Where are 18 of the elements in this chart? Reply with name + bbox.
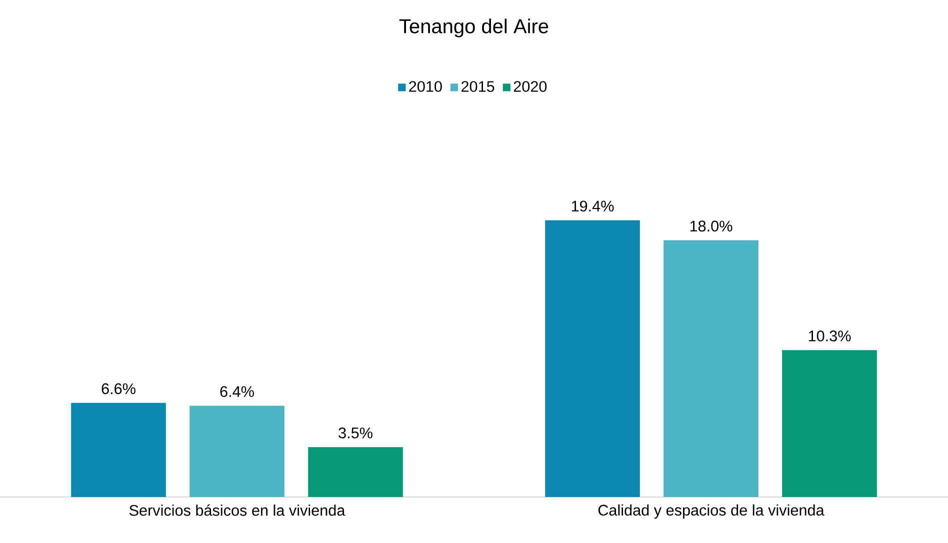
legend-label: 2010 (409, 81, 442, 92)
data-label: 6.4% (220, 386, 254, 397)
chart-title: Tenango del Aire (399, 18, 548, 38)
x-tick-label: Calidad y espacios de la vivienda (598, 504, 824, 519)
legend-label: 2020 (514, 81, 547, 92)
data-label: 19.4% (572, 200, 614, 212)
data-label: 6.6% (102, 383, 136, 394)
data-label: 10.3% (808, 330, 851, 342)
data-label: 3.5% (338, 428, 372, 438)
data-label: 18.0% (690, 220, 732, 232)
legend-label: 2015 (462, 81, 494, 92)
bar (190, 406, 284, 497)
bar (308, 447, 403, 497)
bar (545, 220, 640, 497)
bar (782, 350, 877, 497)
x-tick-label: Servicios básicos en la vivienda (129, 504, 346, 516)
bar (71, 402, 166, 497)
bar (664, 240, 758, 497)
